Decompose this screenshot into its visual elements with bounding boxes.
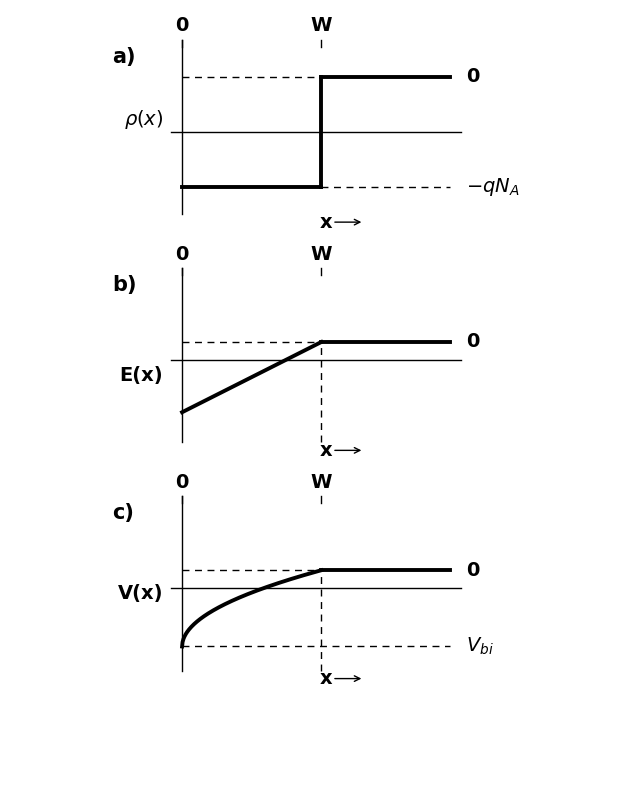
Text: 0: 0 — [466, 332, 480, 352]
Text: W: W — [311, 473, 332, 492]
Text: x: x — [320, 669, 332, 688]
Text: 0: 0 — [466, 67, 480, 86]
Text: V(x): V(x) — [118, 584, 163, 603]
Text: 0: 0 — [176, 245, 188, 264]
Text: $V_{bi}$: $V_{bi}$ — [466, 636, 494, 657]
Text: x: x — [320, 441, 332, 460]
Text: $\rho(x)$: $\rho(x)$ — [124, 109, 163, 131]
Text: E(x): E(x) — [120, 366, 163, 385]
Text: c): c) — [112, 503, 134, 523]
Text: W: W — [311, 17, 332, 35]
Text: a): a) — [112, 46, 136, 67]
Text: 0: 0 — [466, 560, 480, 580]
Text: x: x — [320, 212, 332, 231]
Text: W: W — [311, 245, 332, 264]
Text: b): b) — [112, 275, 137, 295]
Text: 0: 0 — [176, 473, 188, 492]
Text: 0: 0 — [176, 17, 188, 35]
Text: $-qN_A$: $-qN_A$ — [466, 176, 520, 198]
